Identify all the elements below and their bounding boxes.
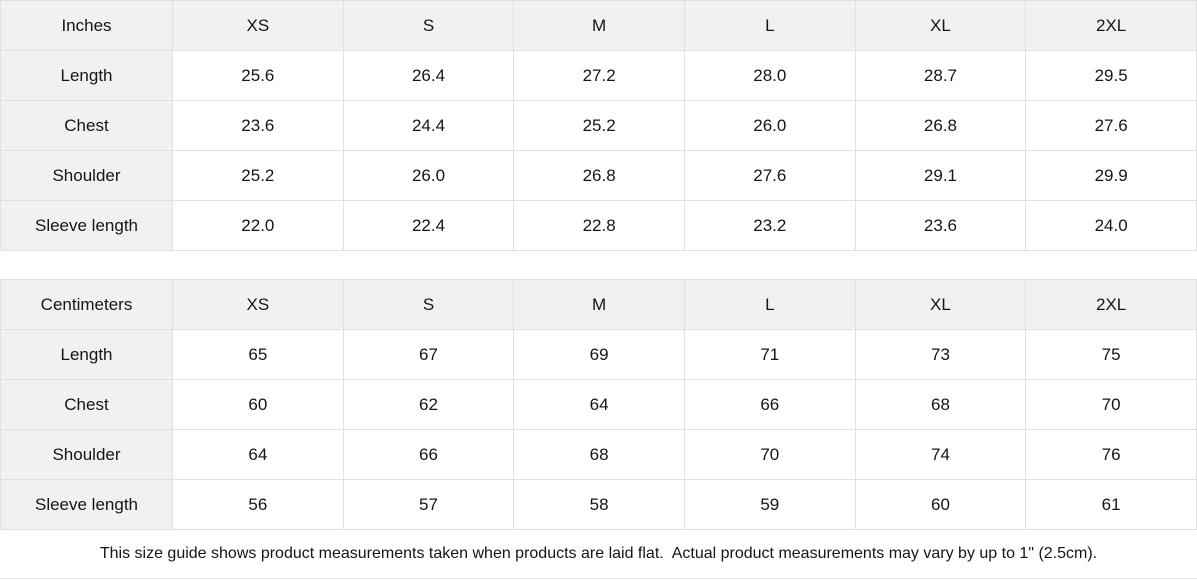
measurement-cell: 66 [683, 379, 856, 430]
size-header-2xl: 2XL [1025, 279, 1197, 330]
measurement-cell: 64 [172, 429, 344, 480]
measurement-cell: 66 [342, 429, 515, 480]
row-label: Length [0, 50, 173, 101]
row-label: Sleeve length [0, 479, 173, 530]
size-header-xs: XS [172, 279, 344, 330]
measurement-cell: 75 [1025, 329, 1197, 380]
measurement-cell: 61 [1025, 479, 1197, 530]
size-header-l: L [683, 279, 856, 330]
inches-header-row: Inches XS S M L XL 2XL [0, 0, 1197, 51]
size-guide-note: This size guide shows product measuremen… [0, 530, 1197, 579]
row-label: Sleeve length [0, 200, 173, 251]
measurement-cell: 62 [342, 379, 515, 430]
table-row-chest: Chest 23.6 24.4 25.2 26.0 26.8 27.6 [0, 100, 1197, 151]
measurement-cell: 26.0 [342, 150, 515, 201]
unit-label-centimeters: Centimeters [0, 279, 173, 330]
measurement-cell: 23.6 [172, 100, 344, 151]
measurement-cell: 27.6 [683, 150, 856, 201]
measurement-cell: 70 [1025, 379, 1197, 430]
measurement-cell: 60 [854, 479, 1027, 530]
measurement-cell: 57 [342, 479, 515, 530]
table-row-shoulder: Shoulder 25.2 26.0 26.8 27.6 29.1 29.9 [0, 150, 1197, 201]
measurement-cell: 74 [854, 429, 1027, 480]
measurement-cell: 26.0 [683, 100, 856, 151]
row-label: Chest [0, 100, 173, 151]
table-row-sleeve-length: Sleeve length 22.0 22.4 22.8 23.2 23.6 2… [0, 200, 1197, 251]
measurement-cell: 68 [513, 429, 685, 480]
measurement-cell: 68 [854, 379, 1027, 430]
measurement-cell: 22.4 [342, 200, 515, 251]
measurement-cell: 76 [1025, 429, 1197, 480]
inches-table: Inches XS S M L XL 2XL Length 25.6 26.4 … [0, 0, 1197, 251]
size-header-s: S [342, 279, 515, 330]
measurement-cell: 69 [513, 329, 685, 380]
measurement-cell: 26.8 [513, 150, 685, 201]
measurement-cell: 60 [172, 379, 344, 430]
measurement-cell: 29.1 [854, 150, 1027, 201]
measurement-cell: 24.4 [342, 100, 515, 151]
measurement-cell: 29.9 [1025, 150, 1197, 201]
table-row-chest: Chest 60 62 64 66 68 70 [0, 379, 1197, 430]
size-header-xl: XL [854, 279, 1027, 330]
measurement-cell: 56 [172, 479, 344, 530]
measurement-cell: 26.8 [854, 100, 1027, 151]
measurement-cell: 64 [513, 379, 685, 430]
measurement-cell: 28.0 [683, 50, 856, 101]
row-label: Chest [0, 379, 173, 430]
table-spacer [0, 251, 1197, 279]
measurement-cell: 22.8 [513, 200, 685, 251]
measurement-cell: 65 [172, 329, 344, 380]
size-header-m: M [513, 0, 685, 51]
row-label: Length [0, 329, 173, 380]
measurement-cell: 70 [683, 429, 856, 480]
table-row-length: Length 65 67 69 71 73 75 [0, 329, 1197, 380]
size-header-m: M [513, 279, 685, 330]
measurement-cell: 67 [342, 329, 515, 380]
measurement-cell: 22.0 [172, 200, 344, 251]
measurement-cell: 26.4 [342, 50, 515, 101]
measurement-cell: 23.6 [854, 200, 1027, 251]
centimeters-table: Centimeters XS S M L XL 2XL Length 65 67… [0, 279, 1197, 530]
row-label: Shoulder [0, 150, 173, 201]
measurement-cell: 59 [683, 479, 856, 530]
size-header-xs: XS [172, 0, 344, 51]
measurement-cell: 28.7 [854, 50, 1027, 101]
measurement-cell: 23.2 [683, 200, 856, 251]
measurement-cell: 24.0 [1025, 200, 1197, 251]
table-row-shoulder: Shoulder 64 66 68 70 74 76 [0, 429, 1197, 480]
row-label: Shoulder [0, 429, 173, 480]
table-row-sleeve-length: Sleeve length 56 57 58 59 60 61 [0, 479, 1197, 530]
measurement-cell: 29.5 [1025, 50, 1197, 101]
measurement-cell: 27.2 [513, 50, 685, 101]
unit-label-inches: Inches [0, 0, 173, 51]
size-header-l: L [683, 0, 856, 51]
measurement-cell: 25.6 [172, 50, 344, 101]
measurement-cell: 71 [683, 329, 856, 380]
size-header-xl: XL [854, 0, 1027, 51]
size-header-s: S [342, 0, 515, 51]
table-row-length: Length 25.6 26.4 27.2 28.0 28.7 29.5 [0, 50, 1197, 101]
centimeters-header-row: Centimeters XS S M L XL 2XL [0, 279, 1197, 330]
measurement-cell: 25.2 [172, 150, 344, 201]
measurement-cell: 58 [513, 479, 685, 530]
size-header-2xl: 2XL [1025, 0, 1197, 51]
measurement-cell: 25.2 [513, 100, 685, 151]
measurement-cell: 27.6 [1025, 100, 1197, 151]
measurement-cell: 73 [854, 329, 1027, 380]
